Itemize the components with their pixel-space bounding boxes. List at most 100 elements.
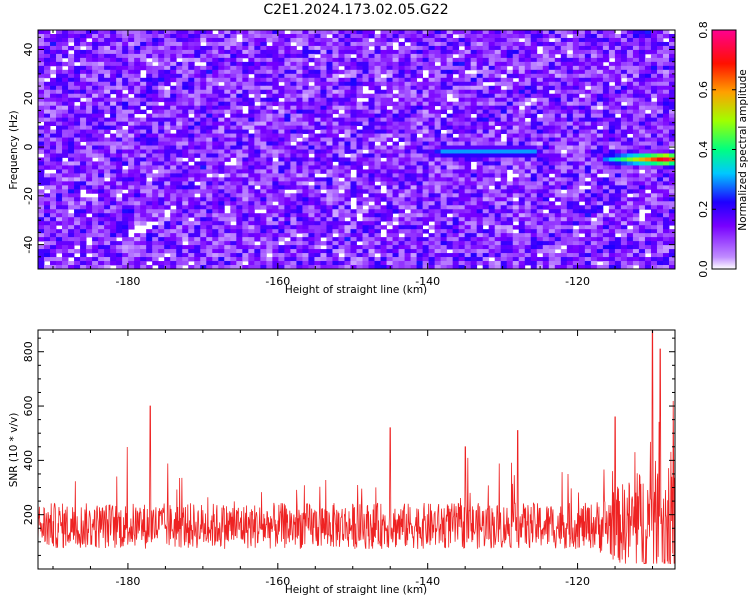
spectrogram-cell: [128, 145, 135, 150]
spectrogram-cell: [554, 93, 562, 99]
spectrogram-cell: [98, 113, 105, 119]
spectrogram-cell: [554, 149, 562, 154]
spectrogram-cell: [344, 89, 351, 95]
spectrogram-cell: [272, 141, 279, 146]
spectrogram-cell: [302, 169, 309, 174]
spectrogram-cell: [422, 121, 430, 126]
spectrogram-cell: [608, 121, 616, 126]
spectrogram-cell: [296, 93, 303, 99]
spectrogram-cell: [290, 97, 297, 103]
spectrogram-cell: [284, 153, 291, 158]
spectrogram-cell: [98, 77, 105, 83]
spectrogram-cell: [242, 177, 249, 182]
spectrogram-cell: [92, 81, 99, 87]
spectrogram-cell: [422, 153, 430, 158]
spectrogram-cell: [398, 121, 405, 126]
spectrogram-cell: [356, 173, 363, 178]
spectrogram-cell: [650, 129, 658, 134]
spectrogram-cell: [128, 33, 135, 39]
spectrogram-cell: [524, 85, 532, 91]
spectrogram-cell: [428, 145, 436, 150]
spectrogram-cell: [488, 153, 496, 158]
spectrogram-cell: [302, 225, 309, 230]
spectrogram-cell: [590, 77, 598, 83]
spectrogram-cell: [56, 57, 63, 63]
spectrogram-cell: [578, 73, 586, 79]
spectrogram-cell: [290, 137, 297, 142]
spectrogram-cell: [476, 37, 484, 43]
spectrogram-cell: [572, 177, 580, 182]
spectrogram-cell: [668, 61, 675, 67]
spectrogram-cell: [542, 153, 550, 158]
spectrogram-cell: [158, 57, 165, 63]
spectrogram-cell: [158, 93, 165, 99]
spectrogram-cell: [614, 69, 622, 75]
spectrogram-cell: [476, 177, 484, 182]
spectrogram-cell: [206, 105, 213, 111]
spectrogram-cell: [626, 169, 634, 174]
spectrogram-cell: [44, 133, 51, 138]
spectrogram-cell: [356, 65, 363, 71]
spectrogram-cell: [248, 185, 255, 190]
spectrogram-cell: [638, 73, 646, 79]
spectrogram-cell: [278, 33, 285, 39]
spectrogram-cell: [518, 121, 526, 126]
spectrogram-cell: [644, 137, 652, 142]
spectrogram-cell: [662, 57, 670, 63]
spectrogram-cell: [404, 109, 411, 115]
spectrogram-cell: [470, 49, 478, 55]
spectrogram-cell: [608, 145, 616, 150]
spectrogram-cell: [632, 201, 640, 206]
spectrogram-cell: [452, 201, 460, 206]
spectrogram-cell: [530, 53, 538, 59]
spectrogram-cell: [74, 145, 81, 150]
spectrogram-cell: [254, 33, 261, 39]
spectrogram-cell: [194, 49, 201, 55]
spectrogram-cell: [332, 149, 339, 154]
spectrogram-cell: [236, 125, 243, 130]
spectrogram-cell: [242, 161, 249, 166]
spectrogram-cell: [434, 65, 442, 71]
spectrogram-cell: [116, 153, 123, 158]
spectrogram-cell: [650, 45, 658, 51]
spectrogram-cell: [308, 109, 315, 115]
spectrogram-cell: [614, 129, 622, 134]
spectrogram-cell: [176, 153, 183, 158]
spectrogram-cell: [278, 141, 285, 146]
spectrogram-cell: [530, 185, 538, 190]
spectrogram-cell: [530, 221, 538, 226]
spectrogram-cell: [578, 217, 586, 222]
spectrogram-cell: [266, 65, 273, 71]
spectrogram-cell: [122, 133, 129, 138]
spectrogram-cell: [548, 61, 556, 67]
spectrogram-cell: [596, 153, 604, 158]
spectrogram-cell: [506, 185, 514, 190]
spectrogram-cell: [200, 101, 207, 107]
spectrogram-cell: [140, 217, 147, 222]
spectrogram-cell: [458, 197, 466, 202]
spectrogram-cell: [230, 173, 237, 178]
spectrogram-cell: [626, 41, 634, 47]
spectrogram-cell: [482, 141, 490, 146]
spectrogram-cell: [530, 125, 538, 130]
spectrogram-cell: [350, 157, 357, 162]
spectrogram-cell: [266, 105, 273, 111]
spectrogram-cell: [266, 217, 273, 222]
spectrogram-cell: [248, 225, 255, 230]
spectrogram-cell: [110, 177, 117, 182]
spectrogram-cell: [50, 53, 57, 59]
spectrogram-cell: [524, 45, 532, 51]
spectrogram-cell: [518, 201, 526, 206]
spectrogram-cell: [428, 225, 436, 230]
spectrogram-cell: [512, 33, 520, 39]
spectrogram-cell: [386, 221, 393, 226]
spectrogram-cell: [68, 89, 75, 95]
spectrogram-cell: [656, 41, 664, 47]
spectrogram-cell: [428, 33, 436, 39]
spectrogram-cell: [650, 213, 658, 218]
spectrogram-cell: [410, 113, 417, 119]
spectrogram-cell: [74, 105, 81, 111]
spectrogram-cell: [278, 225, 285, 230]
spectrogram-cell: [296, 173, 303, 178]
spectrogram-cell: [218, 69, 225, 75]
